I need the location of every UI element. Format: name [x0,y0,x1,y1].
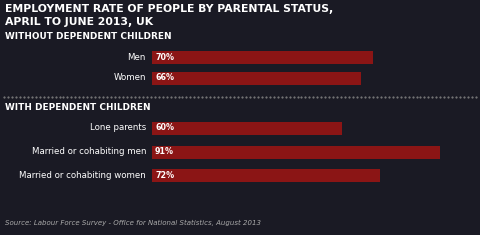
Text: 70%: 70% [155,52,174,62]
Text: 66%: 66% [155,74,174,82]
Text: Women: Women [113,74,146,82]
Text: 91%: 91% [155,148,174,157]
Text: WITHOUT DEPENDENT CHILDREN: WITHOUT DEPENDENT CHILDREN [5,32,171,41]
Text: Lone parents: Lone parents [90,124,146,133]
Text: WITH DEPENDENT CHILDREN: WITH DEPENDENT CHILDREN [5,103,151,112]
Text: 60%: 60% [155,124,174,133]
Bar [152,145,440,158]
Text: Men: Men [128,52,146,62]
Bar [152,168,380,181]
Bar [152,51,373,63]
Text: 72%: 72% [155,171,174,180]
Text: Married or cohabiting men: Married or cohabiting men [32,148,146,157]
Bar [152,71,360,85]
Text: EMPLOYMENT RATE OF PEOPLE BY PARENTAL STATUS,: EMPLOYMENT RATE OF PEOPLE BY PARENTAL ST… [5,4,333,14]
Text: Married or cohabiting women: Married or cohabiting women [19,171,146,180]
Bar [152,121,342,134]
Text: Source: Labour Force Survey - Office for National Statistics, August 2013: Source: Labour Force Survey - Office for… [5,220,261,226]
Text: APRIL TO JUNE 2013, UK: APRIL TO JUNE 2013, UK [5,17,153,27]
